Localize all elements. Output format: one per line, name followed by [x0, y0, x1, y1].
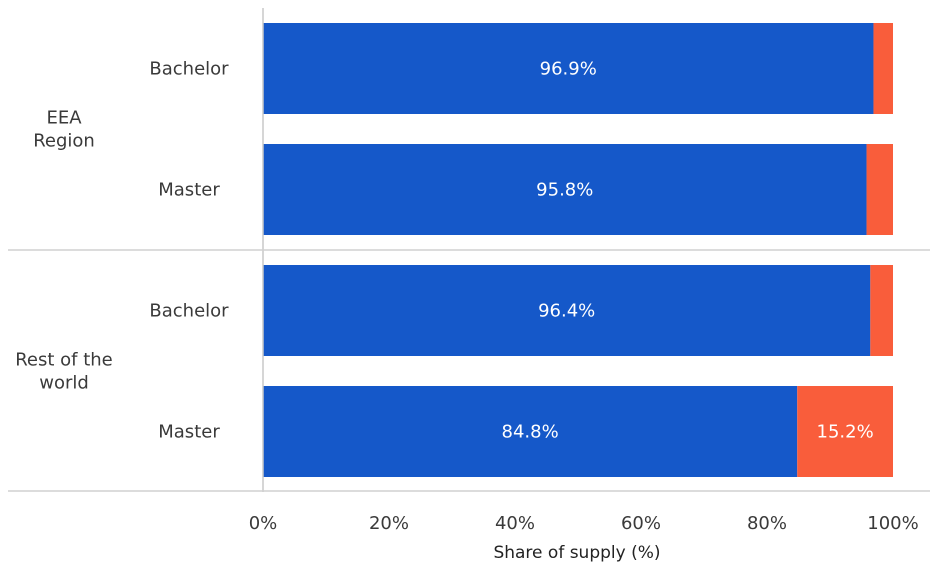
bar-s0-1 — [263, 144, 867, 235]
bar-s0-0 — [263, 23, 874, 114]
data-label-s1-3: 15.2% — [817, 422, 874, 443]
x-tick-label-2: 40% — [495, 513, 535, 534]
bar-s1-1 — [866, 144, 893, 235]
bar-s1-3 — [797, 386, 893, 477]
category-label-3: Master — [158, 422, 220, 443]
bars-layer — [263, 23, 893, 477]
group-label-1: Rest of the world — [15, 350, 113, 394]
data-label-s0-1: 95.8% — [536, 180, 593, 201]
data-label-s0-3: 84.8% — [502, 422, 559, 443]
data-label-s0-0: 96.9% — [540, 59, 597, 80]
category-label-2: Bachelor — [149, 301, 229, 322]
x-tick-label-0: 0% — [249, 513, 278, 534]
category-label-0: Bachelor — [149, 59, 229, 80]
x-tick-label-3: 60% — [621, 513, 661, 534]
x-tick-label-1: 20% — [369, 513, 409, 534]
axes-layer: 0% 20% 40% 60% 80% 100% — [8, 8, 930, 534]
x-tick-label-5: 100% — [867, 513, 918, 534]
bar-s1-2 — [870, 265, 893, 356]
labels-layer: 96.9% 95.8% 96.4% 84.8% 15.2% Bachelor Master E… — [15, 59, 873, 443]
data-label-s0-2: 96.4% — [538, 301, 595, 322]
x-axis-title: Share of supply (%) — [493, 543, 660, 563]
x-tick-label-4: 80% — [747, 513, 787, 534]
category-label-1: Master — [158, 180, 220, 201]
bar-s1-0 — [873, 23, 893, 114]
group-label-0: EEA Region — [33, 108, 95, 152]
bar-s0-2 — [263, 265, 871, 356]
bar-s0-3 — [263, 386, 798, 477]
